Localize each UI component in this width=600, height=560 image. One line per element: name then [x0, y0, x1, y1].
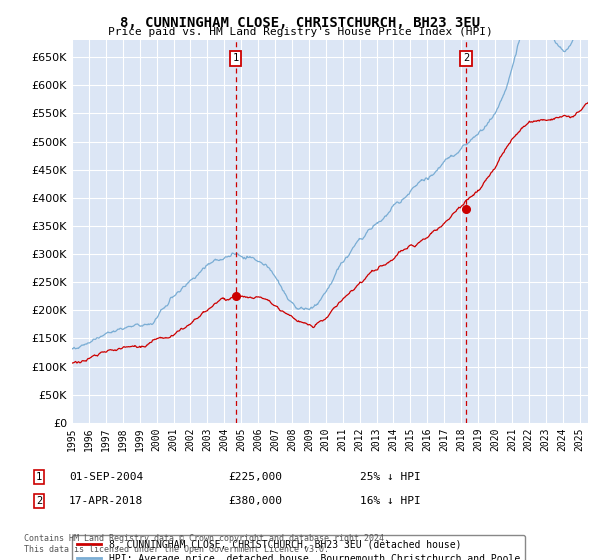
Text: 01-SEP-2004: 01-SEP-2004	[69, 472, 143, 482]
Text: Contains HM Land Registry data © Crown copyright and database right 2024.
This d: Contains HM Land Registry data © Crown c…	[24, 534, 389, 554]
Text: 17-APR-2018: 17-APR-2018	[69, 496, 143, 506]
Text: 2: 2	[463, 53, 469, 63]
Text: 1: 1	[232, 53, 239, 63]
Text: 1: 1	[36, 472, 42, 482]
Legend: 8, CUNNINGHAM CLOSE, CHRISTCHURCH, BH23 3EU (detached house), HPI: Average price: 8, CUNNINGHAM CLOSE, CHRISTCHURCH, BH23 …	[72, 535, 525, 560]
Text: 16% ↓ HPI: 16% ↓ HPI	[360, 496, 421, 506]
Text: 25% ↓ HPI: 25% ↓ HPI	[360, 472, 421, 482]
Text: £380,000: £380,000	[228, 496, 282, 506]
Text: 2: 2	[36, 496, 42, 506]
Text: £225,000: £225,000	[228, 472, 282, 482]
Text: Price paid vs. HM Land Registry's House Price Index (HPI): Price paid vs. HM Land Registry's House …	[107, 27, 493, 37]
Text: 8, CUNNINGHAM CLOSE, CHRISTCHURCH, BH23 3EU: 8, CUNNINGHAM CLOSE, CHRISTCHURCH, BH23 …	[120, 16, 480, 30]
